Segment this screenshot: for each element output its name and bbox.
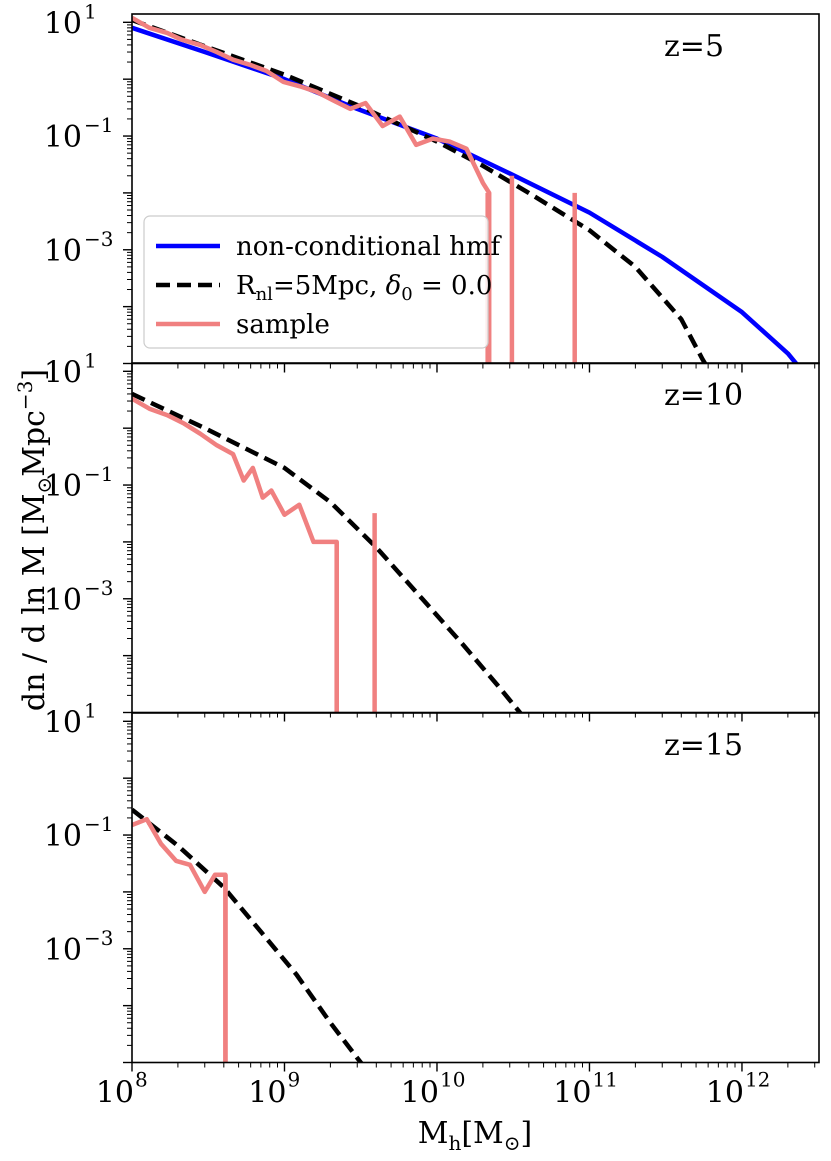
- y-tick-label: 10: [44, 583, 82, 618]
- panel-frame: [131, 712, 820, 1064]
- x-tick-label: 10: [553, 1076, 591, 1111]
- x-axis-title: Mh[M⊙]: [418, 1116, 533, 1155]
- y-tick-exponent: 1: [84, 0, 97, 23]
- y-tick-label: 10: [44, 120, 82, 155]
- x-tick-exponent: 8: [135, 1068, 148, 1092]
- panel-label-z: z=5: [664, 29, 724, 64]
- x-tick-label: 10: [706, 1076, 744, 1111]
- y-tick-exponent: −3: [84, 576, 113, 600]
- x-tick-exponent: 10: [440, 1068, 465, 1092]
- panel-3: [132, 807, 365, 1063]
- series-line-sample: [132, 396, 339, 713]
- legend: non-conditional hmf Rnl=5Mpc, δ0 = 0.0 sam…: [143, 215, 502, 349]
- y-tick-label: 10: [44, 469, 82, 504]
- x-tick-label: 10: [248, 1076, 286, 1111]
- y-tick-label: 10: [44, 355, 82, 390]
- legend-box: [143, 215, 489, 349]
- y-tick-exponent: −3: [84, 926, 113, 950]
- y-tick-exponent: −1: [84, 113, 113, 137]
- series-line-conditional: [132, 807, 365, 1063]
- series-line-conditional: [132, 391, 523, 713]
- x-tick-label: 10: [401, 1076, 439, 1111]
- legend-label-hmf: non-conditional hmf: [236, 232, 502, 262]
- x-tick-exponent: 11: [592, 1068, 617, 1092]
- y-tick-label: 10: [44, 6, 82, 41]
- panel-1: [132, 15, 799, 363]
- legend-label-sample: sample: [236, 310, 330, 340]
- x-tick-exponent: 12: [745, 1068, 770, 1092]
- y-tick-exponent: −1: [84, 812, 113, 836]
- y-tick-label: 10: [44, 705, 82, 740]
- y-tick-exponent: 1: [84, 348, 97, 372]
- y-tick-exponent: −1: [84, 462, 113, 486]
- y-tick-label: 10: [44, 933, 82, 968]
- legend-label-conditional: Rnl=5Mpc, δ0 = 0.0: [236, 271, 492, 305]
- panel-label-z: z=10: [664, 378, 743, 413]
- series-line-conditional: [132, 17, 708, 363]
- panel-label-z: z=15: [664, 728, 743, 763]
- y-axis-title: dn / d ln M [M⊙Mpc−3]: [13, 369, 56, 711]
- x-tick-label: 10: [96, 1076, 134, 1111]
- series-line-sample: [132, 15, 492, 363]
- series-line-sample: [132, 816, 228, 1063]
- x-tick-exponent: 9: [287, 1068, 300, 1092]
- y-tick-label: 10: [44, 234, 82, 269]
- y-tick-exponent: −3: [84, 227, 113, 251]
- panel-2: [132, 391, 523, 713]
- y-tick-exponent: 1: [84, 698, 97, 722]
- y-tick-label: 10: [44, 819, 82, 854]
- panels-layer: [132, 15, 799, 1063]
